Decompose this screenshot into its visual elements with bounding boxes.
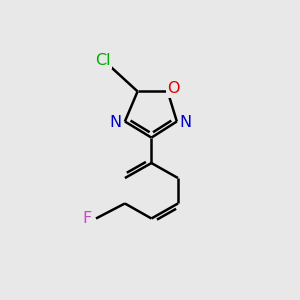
- Text: N: N: [180, 115, 192, 130]
- Text: F: F: [82, 212, 92, 226]
- Text: O: O: [167, 81, 180, 96]
- Text: N: N: [110, 115, 122, 130]
- Text: Cl: Cl: [95, 53, 110, 68]
